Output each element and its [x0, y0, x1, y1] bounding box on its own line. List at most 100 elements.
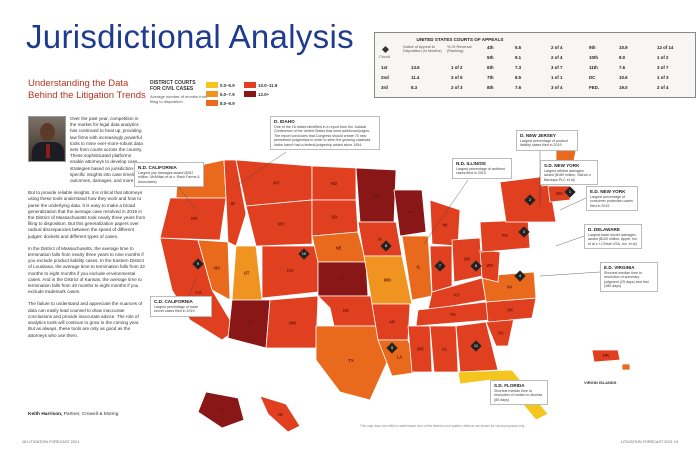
map-callout: E.D. VIRGINIA Shortest median time to res…	[600, 262, 658, 292]
appeals-cell: 11th	[589, 65, 598, 70]
circuit-marker-number: 5	[390, 345, 394, 350]
state-label: WY	[278, 222, 285, 227]
callout-title: N.D. CALIFORNIA	[138, 165, 177, 170]
state-label: CO	[287, 268, 294, 273]
appeals-cell: 1 of 1	[551, 75, 563, 80]
body-paragraph: Over the past year, competition in the m…	[70, 116, 143, 184]
legend-heading: DISTRICT COURTS FOR CIVIL CASES	[150, 80, 196, 92]
state-label: MO	[384, 278, 392, 283]
circuit-marker: 11	[470, 340, 482, 352]
state-label: MA	[556, 191, 564, 196]
circuit-marker: 5	[386, 342, 398, 354]
leader-line	[423, 179, 469, 245]
appeals-cell: 2 of 3	[451, 85, 463, 90]
state-label: AR	[389, 320, 396, 325]
leader-line	[555, 235, 585, 247]
col-header-circuit: Circuit	[379, 55, 390, 59]
appeals-cell: 12 of 14	[657, 45, 674, 50]
callout-title: E.D. NEW YORK	[590, 189, 626, 194]
appeals-table: UNITED STATES COURTS OF APPEALS Circuit …	[374, 32, 696, 98]
appeals-cell: DC	[589, 75, 596, 80]
appeals-cell: 10.9	[619, 45, 628, 50]
state-region	[407, 325, 433, 373]
state-label: CA	[195, 290, 202, 295]
appeals-cell: FED.	[589, 85, 600, 90]
callout-text: One of the 18 states identified in a rep…	[274, 125, 372, 147]
appeals-cell: 6th	[487, 65, 494, 70]
appeals-cell: 3 of 5	[451, 75, 463, 80]
state-label: AZ	[246, 319, 252, 324]
appeals-cell: 2nd	[381, 75, 389, 80]
legend-subheading: Average number of months from filing to …	[150, 94, 208, 104]
state-label: UT	[244, 271, 250, 276]
state-label: ID	[230, 201, 234, 206]
circuit-marker: 8	[380, 240, 392, 252]
state-label: OH	[464, 257, 471, 262]
footer-right: LITIGATION FORECAST 2021 19	[620, 440, 678, 444]
callout-text: Largest jury damages award ($367 million…	[138, 171, 200, 184]
state-region	[363, 255, 413, 305]
map-callout: S.D. NEW YORK Largest arbitral damages aw…	[540, 160, 598, 186]
state-label: MN	[373, 193, 380, 198]
circuit-marker: 7	[434, 260, 446, 272]
map-callout: D. DELAWARE Largest trade secret damages …	[584, 224, 642, 250]
circuit-marker-number: 11	[473, 343, 479, 348]
circuit-marker: 3	[518, 226, 530, 238]
callout-text: Shortest median time to resolution of mo…	[494, 389, 543, 402]
state-label: NC	[507, 308, 514, 313]
state-label: TN	[450, 312, 456, 317]
body-paragraph: In the District of Massachusetts, the av…	[28, 245, 145, 295]
legend-swatch	[206, 91, 218, 97]
appeals-cell: 4th	[487, 45, 494, 50]
state-region	[393, 189, 427, 237]
appeals-cell: 9th	[589, 45, 596, 50]
state-label: MT	[273, 181, 280, 186]
state-label: KY	[454, 293, 460, 298]
circuit-marker-number: 8	[384, 243, 388, 248]
callout-text: Shortest median time to resolution of su…	[604, 271, 649, 289]
appeals-cell: 7.6	[515, 85, 522, 90]
state-label: WV	[486, 263, 493, 268]
state-label: MS	[417, 347, 424, 352]
circuit-marker-number: 6	[474, 263, 478, 268]
state-label: SD	[331, 215, 337, 220]
state-label: OK	[343, 308, 350, 313]
legend-item: 8.0–9.9	[206, 100, 235, 106]
state-label: MI	[443, 223, 448, 228]
state-label: WI	[408, 210, 413, 215]
map-legend: DISTRICT COURTS FOR CIVIL CASES Average …	[150, 80, 300, 106]
legend-item: 0.0–5.9	[206, 82, 235, 88]
legend-swatch	[206, 100, 218, 106]
map-callout: D. IDAHO One of the 18 states identified …	[270, 116, 380, 151]
circuit-marker-number: 3	[522, 229, 526, 234]
appeals-cell: 1 of 2	[451, 65, 463, 70]
state-label: VIRGIN ISLANDS	[584, 380, 617, 385]
state-label: KS	[339, 277, 345, 282]
appeals-table-heading: UNITED STATES COURTS OF APPEALS	[416, 37, 504, 42]
circuit-marker: 1	[564, 186, 576, 198]
map-callout: C.D. CALIFORNIA Largest percentage of tra…	[150, 296, 212, 317]
state-label: ND	[331, 181, 337, 186]
appeals-cell: 9.0	[619, 55, 626, 60]
appeals-cell: 3 of 4	[551, 85, 563, 90]
appeals-cell: 7th	[487, 75, 494, 80]
appeals-cell: 8th	[487, 85, 494, 90]
body-paragraph: But to provide reliable insights, it is …	[28, 190, 146, 239]
col-header-reversal: % Of Reversal (Ranking)	[447, 45, 472, 53]
state-label: NE	[335, 246, 341, 251]
appeals-cell: 10th	[589, 55, 599, 60]
state-label: VA	[507, 285, 514, 290]
appeals-cell: 3 of 7	[551, 65, 563, 70]
legend-swatch	[244, 91, 256, 97]
map-callout: D. NEW JERSEY Largest percentage of produ…	[516, 130, 578, 151]
appeals-cell: 7.3	[515, 65, 522, 70]
leader-line	[177, 185, 197, 211]
state-region	[159, 197, 227, 241]
map-callout: N.D. CALIFORNIA Largest jury damages awar…	[134, 162, 204, 188]
map-callout: S.D. FLORIDA Shortest median time to reso…	[490, 380, 548, 406]
callout-text: Largest trade secret damages award ($100…	[588, 233, 638, 246]
appeals-cell: 3 of 7	[657, 65, 669, 70]
article-body: Over the past year, competition in the m…	[28, 116, 146, 345]
state-label: NM	[289, 321, 296, 326]
